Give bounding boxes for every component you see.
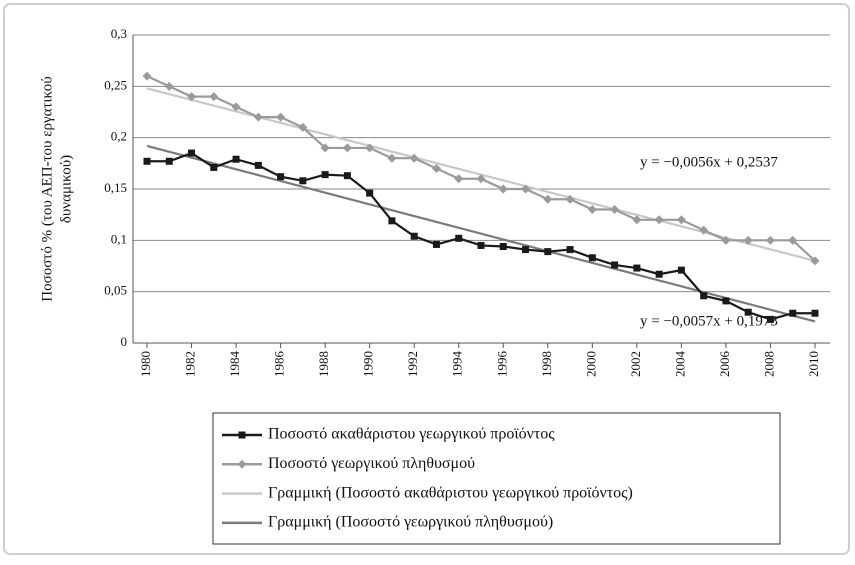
marker bbox=[299, 177, 307, 185]
marker bbox=[455, 234, 463, 242]
marker bbox=[789, 309, 797, 317]
marker bbox=[565, 194, 575, 204]
marker bbox=[276, 112, 286, 122]
marker bbox=[811, 309, 819, 317]
x-tick-label: 2002 bbox=[628, 351, 643, 377]
marker bbox=[810, 256, 820, 266]
x-tick-label: 1984 bbox=[227, 351, 242, 378]
marker bbox=[788, 235, 798, 245]
marker bbox=[387, 153, 397, 163]
y-label-line: δυναμικού) bbox=[58, 155, 74, 223]
legend-marker bbox=[238, 431, 246, 439]
marker bbox=[431, 163, 441, 173]
marker bbox=[409, 153, 419, 163]
marker bbox=[298, 122, 308, 132]
marker bbox=[187, 92, 197, 102]
marker bbox=[655, 270, 663, 278]
legend-label: Ποσοστό γεωργικού πληθυσμού bbox=[268, 455, 475, 472]
x-tick-label: 1988 bbox=[316, 351, 331, 377]
legend-label: Ποσοστό ακαθάριστου γεωργικού προϊόντος bbox=[268, 426, 555, 443]
marker bbox=[366, 189, 374, 197]
x-tick-label: 1990 bbox=[361, 351, 376, 377]
marker bbox=[588, 254, 596, 262]
marker bbox=[476, 174, 486, 184]
marker bbox=[477, 241, 485, 249]
marker bbox=[699, 225, 709, 235]
marker bbox=[522, 246, 530, 254]
marker bbox=[654, 215, 664, 225]
marker bbox=[521, 184, 531, 194]
x-tick-label: 1986 bbox=[272, 351, 287, 378]
marker bbox=[143, 157, 151, 165]
marker bbox=[722, 297, 730, 305]
legend-label: Γραμμική (Ποσοστό ακαθάριστου γεωργικού … bbox=[268, 484, 633, 501]
marker bbox=[277, 173, 285, 181]
y-axis-title: Ποσοστό % (του ΑΕΠ-του εργατικού δυναμικ… bbox=[39, 76, 74, 301]
x-tick-label: 1982 bbox=[183, 351, 198, 377]
marker bbox=[676, 215, 686, 225]
legend-marker bbox=[237, 459, 247, 469]
marker bbox=[142, 71, 152, 81]
y-tick-label: 0,1 bbox=[111, 231, 127, 246]
marker bbox=[388, 217, 396, 225]
marker bbox=[342, 143, 352, 153]
marker bbox=[209, 92, 219, 102]
x-tick-label: 2006 bbox=[717, 351, 732, 378]
marker bbox=[743, 235, 753, 245]
marker bbox=[231, 102, 241, 112]
x-tick-label: 1996 bbox=[494, 351, 509, 378]
marker bbox=[232, 155, 240, 163]
marker bbox=[677, 266, 685, 274]
x-tick-label: 2000 bbox=[583, 351, 598, 377]
x-tick-label: 2008 bbox=[761, 351, 776, 377]
marker bbox=[700, 292, 708, 300]
marker bbox=[210, 163, 218, 171]
marker bbox=[765, 235, 775, 245]
marker bbox=[611, 261, 619, 269]
marker bbox=[633, 264, 641, 272]
marker bbox=[365, 143, 375, 153]
x-tick-label: 2010 bbox=[806, 351, 821, 377]
y-tick-label: 0,3 bbox=[111, 26, 127, 41]
marker bbox=[766, 315, 774, 323]
x-tick-label: 1998 bbox=[539, 351, 554, 377]
marker bbox=[566, 246, 574, 254]
x-tick-label: 1980 bbox=[138, 351, 153, 377]
marker bbox=[254, 161, 262, 169]
marker bbox=[253, 112, 263, 122]
trend-line bbox=[146, 144, 816, 323]
marker bbox=[165, 157, 173, 165]
y-label-line: Ποσοστό % (του ΑΕΠ-του εργατικού bbox=[39, 76, 55, 301]
marker bbox=[544, 248, 552, 256]
x-tick-label: 1994 bbox=[450, 351, 465, 378]
marker bbox=[432, 240, 440, 248]
marker bbox=[188, 149, 196, 157]
legend-label: Γραμμική (Ποσοστό γεωργικού πληθυσμού) bbox=[268, 514, 553, 531]
y-tick-label: 0,2 bbox=[111, 129, 127, 144]
y-tick-label: 0,15 bbox=[104, 180, 127, 195]
marker bbox=[321, 171, 329, 179]
annotation: y = −0,0057x + 0,1973 bbox=[640, 313, 778, 329]
legend bbox=[212, 412, 781, 545]
y-tick-label: 0,25 bbox=[104, 77, 127, 92]
y-tick-label: 0 bbox=[121, 334, 128, 349]
x-tick-label: 2004 bbox=[672, 351, 687, 378]
annotation: y = −0,0056x + 0,2537 bbox=[640, 154, 778, 170]
marker bbox=[543, 194, 553, 204]
marker bbox=[499, 242, 507, 250]
marker bbox=[744, 308, 752, 316]
marker bbox=[632, 215, 642, 225]
marker bbox=[320, 143, 330, 153]
marker bbox=[410, 232, 418, 240]
marker bbox=[587, 205, 597, 215]
y-tick-label: 0,05 bbox=[104, 283, 127, 298]
marker bbox=[164, 81, 174, 91]
marker bbox=[498, 184, 508, 194]
marker bbox=[454, 174, 464, 184]
x-tick-label: 1992 bbox=[405, 351, 420, 377]
marker bbox=[721, 235, 731, 245]
marker bbox=[610, 205, 620, 215]
marker bbox=[343, 172, 351, 180]
